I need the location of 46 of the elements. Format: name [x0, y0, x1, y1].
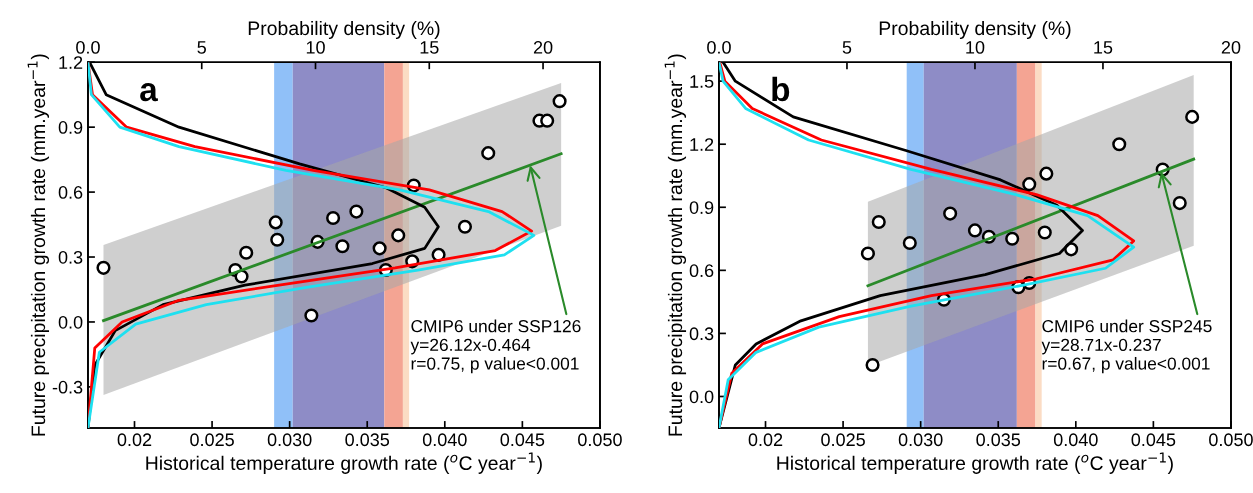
y-tick-label: 0.0 — [689, 390, 714, 404]
x-tick-label: 0.035 — [976, 433, 1021, 447]
x2-axis-title: Probability density (%) — [879, 20, 1071, 39]
annotation: CMIP6 under SSP245 y=28.71x-0.237 r=0.67, p value<0.001 — [1041, 319, 1212, 374]
y-tick-label: 0.6 — [58, 186, 83, 199]
x-tick-label: 0.030 — [898, 433, 943, 447]
x2-tick-label: 5 — [197, 41, 206, 54]
annotation: CMIP6 under SSP126 y=26.12x-0.464 r=0.75, p value<0.001 — [410, 319, 581, 374]
y-tick-label: 1.5 — [690, 75, 714, 88]
x-tick-label: 0.035 — [345, 433, 390, 447]
x2-tick-label: 0.0 — [76, 41, 100, 54]
x-tick-label: 0.050 — [1209, 433, 1253, 447]
x-tick-label: 0.030 — [267, 433, 312, 447]
y-tick-label: 0.3 — [689, 327, 714, 341]
x2-tick-label: 5 — [842, 41, 852, 54]
x2-tick-label: 20 — [1221, 41, 1241, 54]
x-tick-label: 0.040 — [422, 433, 467, 447]
x-axis-title: Historical temperature growth rate ($^{o}$C year$^{−1}$) — [777, 452, 1173, 474]
y-tick-label: 1.2 — [59, 56, 83, 69]
y-tick-label: 1.2 — [690, 138, 714, 151]
y-tick-label: 0.9 — [58, 121, 83, 134]
y-axis-title: Future precipitation growth rate (mm.year$^{−1}$) — [27, 54, 50, 436]
x-tick-label: 0.045 — [1131, 433, 1176, 447]
y-tick-label: 0.0 — [58, 315, 83, 329]
y-tick-label: 0.3 — [58, 250, 83, 264]
x2-tick-label: 15 — [1094, 41, 1113, 54]
y-tick-label: 0.6 — [689, 264, 714, 278]
x2-tick-label: 0.0 — [707, 41, 731, 54]
x-tick-label: 0.040 — [1053, 433, 1098, 447]
x-tick-label: 0.02 — [117, 433, 152, 447]
x2-tick-label: 10 — [306, 41, 325, 54]
x-tick-label: 0.045 — [500, 433, 545, 447]
x2-axis-title: Probability density (%) — [248, 20, 440, 39]
x-tick-label: 0.025 — [190, 433, 234, 447]
x-tick-label: 0.025 — [821, 433, 865, 447]
x2-tick-label: 20 — [533, 41, 553, 54]
x2-tick-label: 10 — [966, 41, 985, 54]
x-axis-title: Historical temperature growth rate ($^{o}$C year$^{−1}$) — [146, 452, 542, 474]
chart-title: b — [772, 76, 790, 102]
y-tick-label: 0.9 — [689, 201, 714, 214]
x-tick-label: 0.02 — [748, 433, 783, 447]
y-axis-title: Future precipitation growth rate (mm.year$^{−1}$) — [664, 54, 687, 436]
x2-tick-label: 15 — [420, 41, 439, 54]
y-tick-label: -0.3 — [52, 380, 83, 394]
x-tick-label: 0.050 — [578, 433, 622, 447]
chart-title: a — [140, 83, 158, 102]
